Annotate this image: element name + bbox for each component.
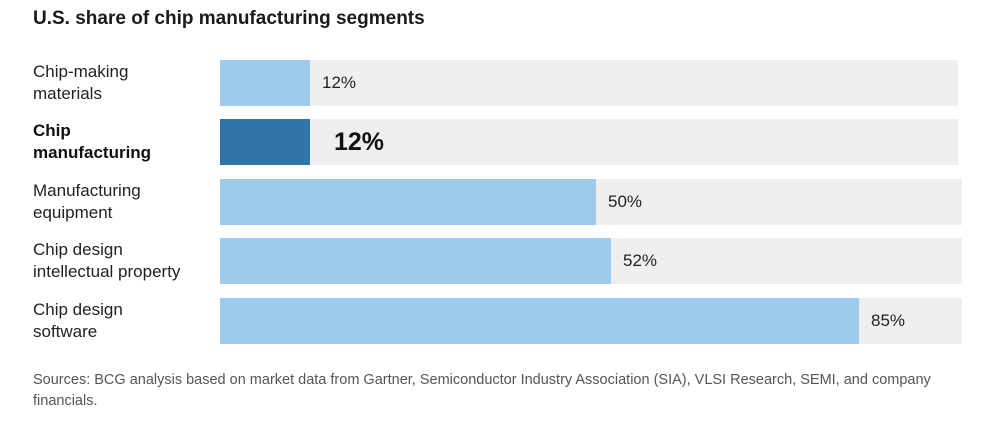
value-label: 52% xyxy=(623,251,658,270)
bar xyxy=(220,119,310,165)
value-label: 50% xyxy=(608,192,643,211)
category-label: Chip design software xyxy=(33,300,123,341)
bar-row: Chip design software 85% xyxy=(0,298,992,344)
bar xyxy=(220,60,310,106)
bar xyxy=(220,298,859,344)
bar-row: Chip design intellectual property 52% xyxy=(0,238,992,284)
value-label: 12% xyxy=(334,127,385,156)
category-label: Chip-making materials xyxy=(33,62,129,103)
bar-track xyxy=(220,119,958,165)
value-label: 12% xyxy=(322,73,357,92)
bar xyxy=(220,179,596,225)
bar-track xyxy=(220,60,958,106)
bar xyxy=(220,238,611,284)
chart-title: U.S. share of chip manufacturing segment… xyxy=(33,8,425,29)
category-label: Chip design intellectual property xyxy=(33,240,181,281)
bar-row: Chip-making materials 12% xyxy=(0,60,992,106)
bar-row: Manufacturing equipment 50% xyxy=(0,179,992,225)
category-label: Chip manufacturing xyxy=(33,121,152,162)
source-note: Sources: BCG analysis based on market da… xyxy=(33,372,931,409)
value-label: 85% xyxy=(871,311,906,330)
bar-row: Chip manufacturing 12% xyxy=(0,119,992,165)
category-label: Manufacturing equipment xyxy=(33,181,141,222)
